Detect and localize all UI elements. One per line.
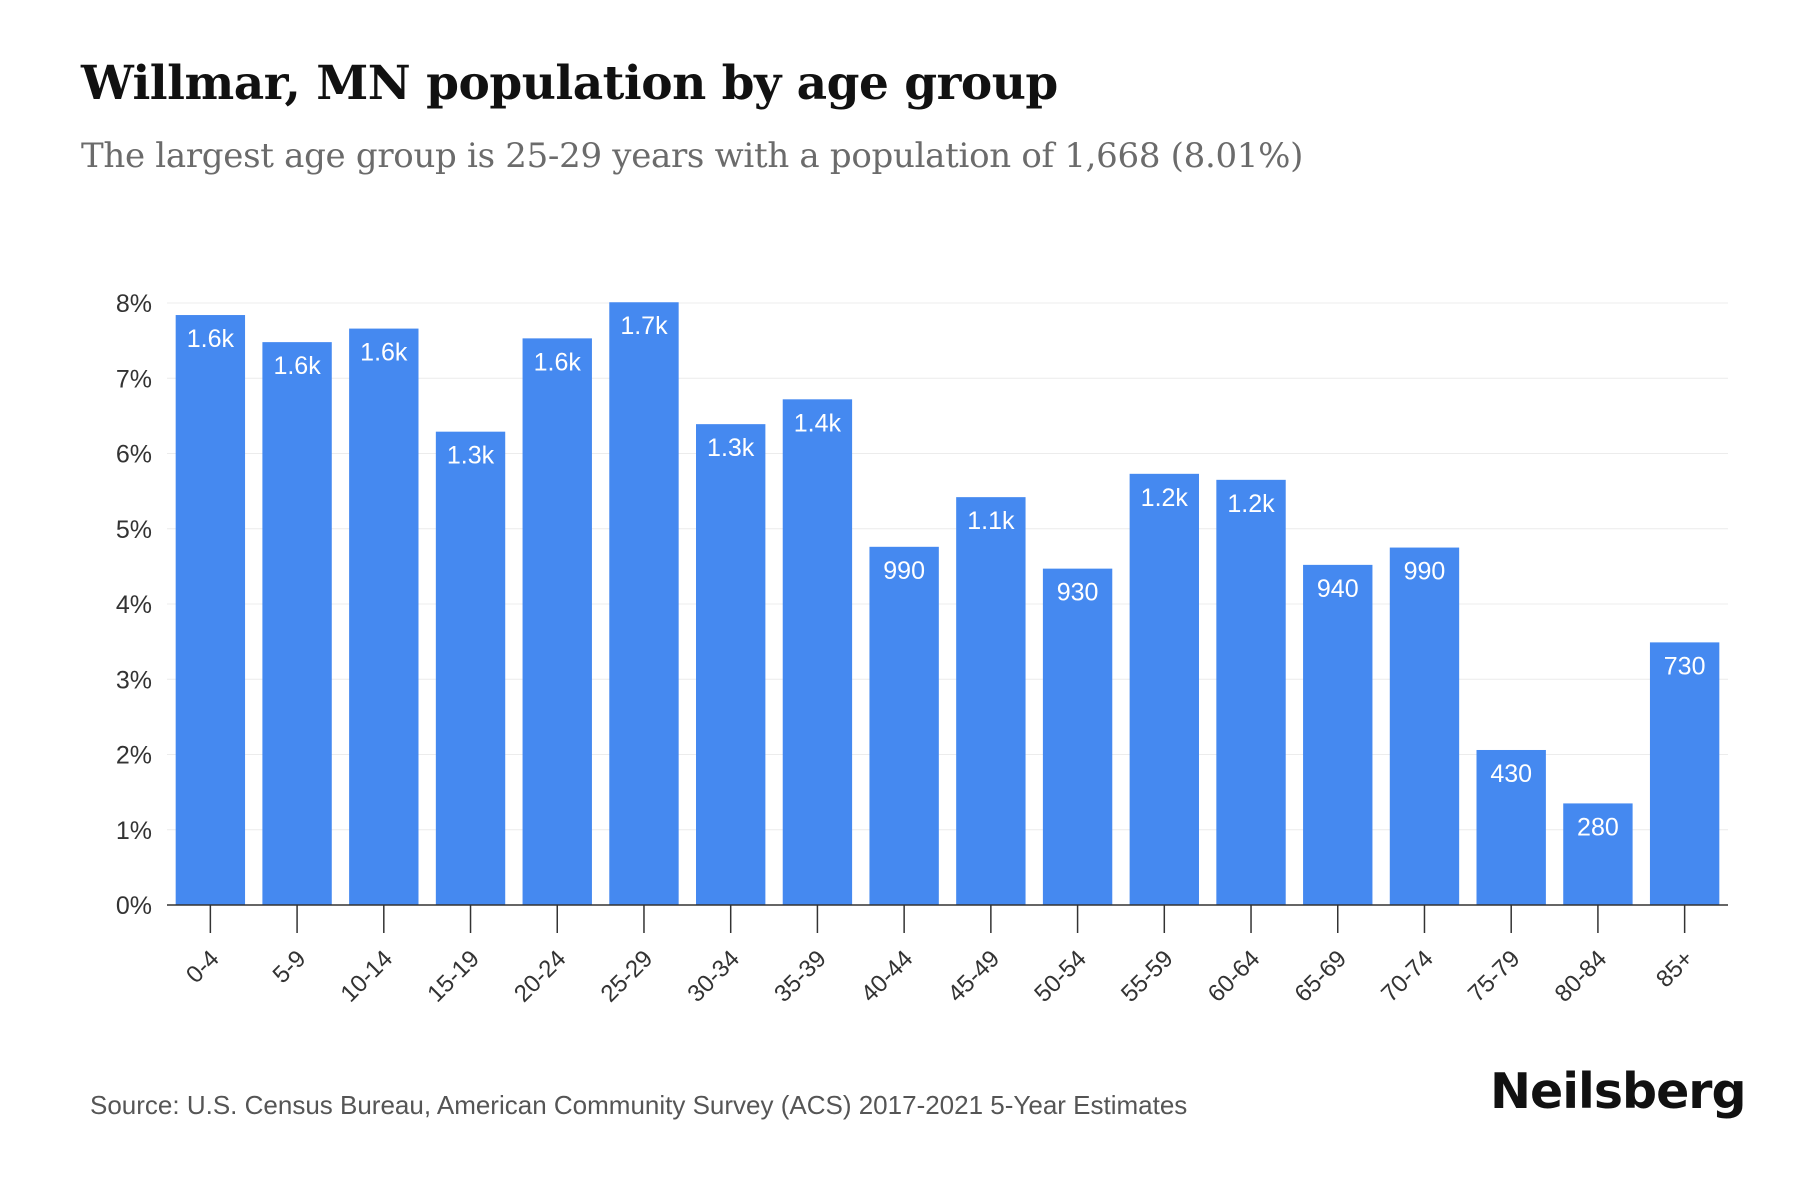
brand-logo: Neilsberg	[1490, 1063, 1747, 1120]
bar	[262, 342, 332, 905]
x-tick-label: 35-39	[769, 945, 832, 1008]
y-tick-label: 5%	[116, 516, 152, 544]
x-tick-label: 20-24	[509, 945, 572, 1008]
bar	[1649, 642, 1720, 905]
y-tick-label: 1%	[116, 817, 152, 845]
x-tick-label: 70-74	[1376, 945, 1439, 1008]
bar	[1303, 564, 1373, 905]
x-tick-label: 15-19	[422, 945, 485, 1008]
bar	[782, 399, 853, 905]
x-tick-label: 85+	[1651, 945, 1699, 993]
bar	[349, 328, 419, 906]
bar	[1389, 547, 1460, 905]
bar	[609, 302, 679, 905]
y-tick-label: 8%	[116, 290, 152, 318]
y-tick-label: 4%	[116, 591, 152, 619]
bar-value-label: 1.1k	[967, 507, 1015, 535]
y-tick-label: 6%	[116, 441, 152, 469]
bar	[522, 338, 592, 905]
bar-value-label: 930	[1057, 579, 1099, 607]
x-tick-label: 75-79	[1463, 945, 1526, 1008]
bar-value-label: 1.2k	[1141, 484, 1189, 512]
bar	[435, 431, 506, 905]
chart-title: Willmar, MN population by age group	[81, 56, 1058, 111]
y-tick-label: 0%	[116, 892, 152, 920]
bar-value-label: 1.2k	[1227, 490, 1275, 518]
gridlines	[167, 302, 1728, 831]
x-tick-label: 40-44	[856, 945, 919, 1008]
x-tick-label: 55-59	[1116, 945, 1179, 1008]
bar-value-label: 940	[1317, 575, 1359, 603]
x-tick-label: 25-29	[596, 945, 659, 1008]
bar-value-label: 1.6k	[360, 339, 408, 367]
bar-value-label: 1.4k	[794, 409, 842, 437]
bar	[175, 315, 246, 905]
x-tick-label: 80-84	[1550, 945, 1613, 1008]
bar	[1129, 473, 1199, 905]
chart-subtitle: The largest age group is 25-29 years wit…	[81, 136, 1304, 176]
y-tick-label: 3%	[116, 666, 152, 694]
x-tick-label: 0-4	[181, 945, 225, 989]
x-tick-label: 50-54	[1029, 945, 1092, 1008]
bar-value-label: 1.6k	[273, 352, 321, 380]
bar-value-label: 1.6k	[187, 325, 235, 353]
bar	[956, 497, 1026, 905]
source-note: Source: U.S. Census Bureau, American Com…	[90, 1090, 1188, 1120]
bar-value-label: 280	[1577, 813, 1619, 841]
bar-value-label: 1.6k	[534, 348, 582, 376]
x-tick-label: 45-49	[943, 945, 1006, 1008]
bar	[1476, 749, 1546, 905]
bar-value-label: 1.7k	[620, 312, 668, 340]
y-axis-ticks: 0% 1% 2% 3% 4% 5% 6% 7% 8%	[116, 290, 152, 920]
bars: 1.6k 1.6k 1.6k 1.3k 1.6k 1.7k 1.3k 1.4k 990 1.1k 9…	[175, 302, 1720, 906]
bar-value-label: 1.3k	[707, 434, 755, 462]
bar	[1042, 568, 1113, 905]
bar	[1216, 479, 1286, 905]
x-tick-label: 30-34	[682, 945, 745, 1008]
bar	[869, 546, 939, 905]
bar-value-label: 1.3k	[447, 442, 495, 470]
x-tick-label: 5-9	[268, 945, 312, 989]
bar-value-label: 430	[1490, 760, 1532, 788]
bar-value-label: 730	[1664, 652, 1706, 680]
x-tick-label: 60-64	[1203, 945, 1266, 1008]
y-tick-label: 2%	[116, 742, 152, 770]
bar-value-label: 990	[1404, 558, 1446, 586]
bar	[1563, 803, 1633, 905]
x-axis-ticks: 0-4 5-9 10-14 15-19 20-24 25-29 30-34 35-39 40-4…	[181, 905, 1699, 1008]
bar-value-label: 990	[883, 557, 925, 585]
bar	[696, 424, 766, 905]
x-tick-label: 10-14	[336, 945, 399, 1008]
y-tick-label: 7%	[116, 365, 152, 393]
x-tick-label: 65-69	[1289, 945, 1352, 1008]
